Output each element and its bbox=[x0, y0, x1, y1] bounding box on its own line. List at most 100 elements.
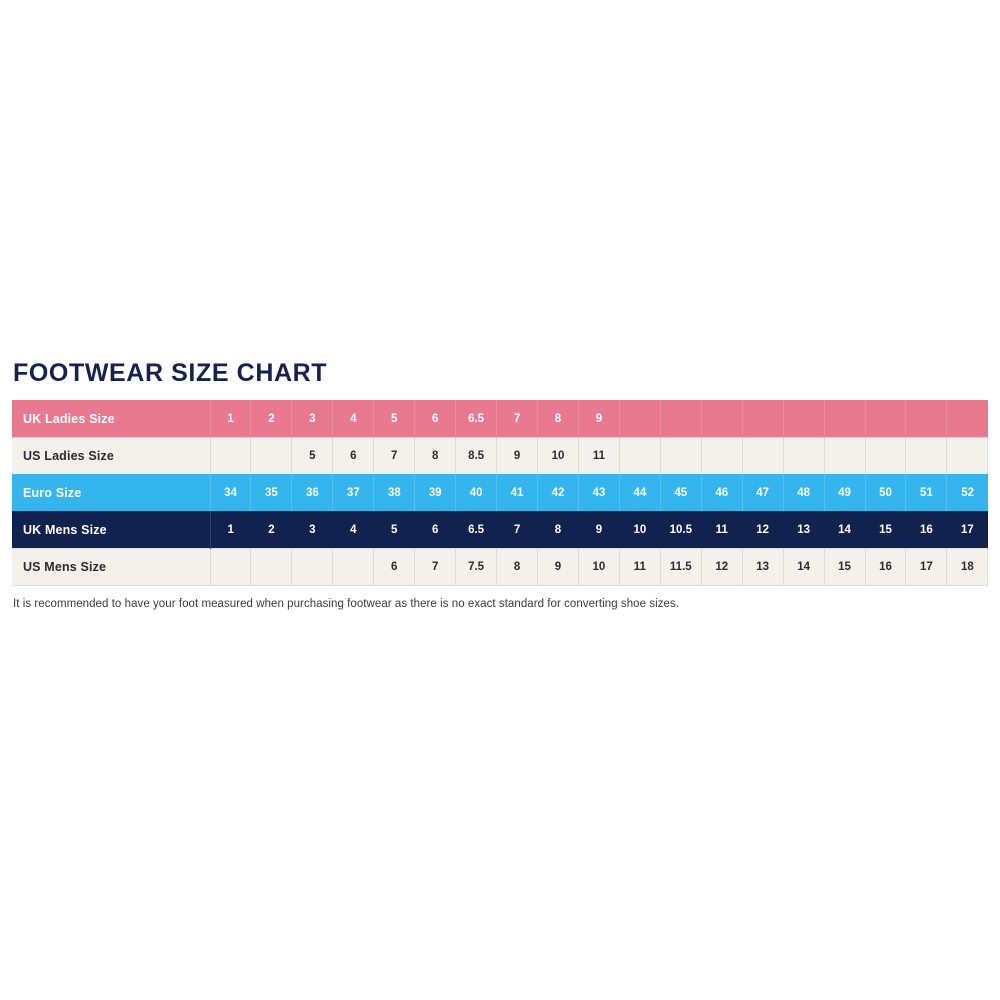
size-cell: 13 bbox=[783, 511, 825, 549]
size-cell: 12 bbox=[742, 511, 784, 549]
size-cell: 6.5 bbox=[455, 511, 497, 549]
size-cell bbox=[618, 400, 661, 438]
row-label-euro-size: Euro Size bbox=[12, 474, 211, 512]
size-cell: 8 bbox=[537, 511, 579, 549]
table-row: Euro Size 34 35 36 37 38 39 40 41 42 43 44 45 46 47 48 4… bbox=[12, 474, 988, 512]
size-cell: 3 bbox=[291, 400, 333, 438]
size-cell bbox=[864, 400, 906, 438]
size-cell: 9 bbox=[537, 547, 579, 586]
size-cell: 6 bbox=[332, 436, 374, 475]
size-cell: 46 bbox=[700, 474, 743, 512]
size-cell: 6 bbox=[414, 400, 456, 438]
row-label-uk-ladies-size: UK Ladies Size bbox=[12, 400, 211, 438]
size-cell: 13 bbox=[741, 547, 784, 586]
size-cell: 7.5 bbox=[455, 547, 497, 586]
size-cell: 47 bbox=[741, 474, 784, 512]
size-cell: 6 bbox=[414, 511, 456, 549]
size-cell bbox=[864, 436, 906, 475]
size-cell bbox=[905, 436, 947, 475]
table-row: US Mens Size 6 7 7.5 8 9 10 11 11.5 12 13 14 15 16 17 1… bbox=[12, 547, 989, 586]
size-cell: 10.5 bbox=[660, 511, 702, 549]
size-cell: 43 bbox=[577, 474, 620, 512]
size-cell: 6.5 bbox=[455, 400, 497, 438]
size-cell: 17 bbox=[905, 547, 947, 586]
size-cell: 11 bbox=[577, 436, 620, 475]
size-cell: 14 bbox=[782, 547, 825, 586]
page-title: FOOTWEAR SIZE CHART bbox=[13, 359, 328, 387]
size-cell: 2 bbox=[250, 511, 292, 549]
size-cell: 34 bbox=[209, 474, 251, 512]
size-cell bbox=[250, 436, 292, 475]
size-cell: 1 bbox=[210, 511, 251, 549]
size-cell: 7 bbox=[496, 400, 538, 438]
size-cell: 7 bbox=[373, 436, 415, 475]
size-cell: 15 bbox=[823, 547, 865, 586]
size-cell: 10 bbox=[537, 436, 579, 475]
size-conversion-table: UK Ladies Size 1 2 3 4 5 6 6.5 7 8 9 US Ladies Size… bbox=[12, 400, 989, 586]
size-cell bbox=[946, 436, 989, 475]
size-cell: 5 bbox=[373, 511, 415, 549]
size-cell: 51 bbox=[905, 474, 947, 512]
size-cell: 16 bbox=[864, 547, 906, 586]
size-cell bbox=[782, 400, 825, 438]
size-cell bbox=[659, 436, 702, 475]
size-cell: 11.5 bbox=[659, 547, 702, 586]
size-cell: 45 bbox=[659, 474, 702, 512]
size-cell: 8 bbox=[414, 436, 456, 475]
size-cell: 50 bbox=[864, 474, 906, 512]
size-cell bbox=[209, 547, 251, 586]
footnote-text: It is recommended to have your foot meas… bbox=[13, 597, 679, 610]
row-label-us-ladies-size: US Ladies Size bbox=[12, 436, 211, 475]
footwear-size-chart: FOOTWEAR SIZE CHART UK Ladies Size 1 2 3 4 5 6… bbox=[12, 359, 989, 624]
size-cell: 10 bbox=[577, 547, 620, 586]
size-cell: 1 bbox=[209, 400, 251, 438]
size-cell bbox=[659, 400, 702, 438]
size-cell: 39 bbox=[414, 474, 456, 512]
size-cell: 48 bbox=[782, 474, 825, 512]
size-cell bbox=[332, 547, 374, 586]
size-cell: 3 bbox=[291, 511, 333, 549]
size-cell: 8 bbox=[537, 400, 579, 438]
size-cell: 11 bbox=[618, 547, 661, 586]
size-cell: 5 bbox=[373, 400, 415, 438]
size-cell bbox=[700, 436, 743, 475]
size-cell bbox=[905, 400, 947, 438]
size-cell bbox=[700, 400, 743, 438]
size-cell: 7 bbox=[414, 547, 456, 586]
table-row: UK Mens Size 1 2 3 4 5 6 6.5 7 8 9 10 10.5 11 12 13 14 15… bbox=[12, 511, 988, 549]
size-cell: 14 bbox=[824, 511, 865, 549]
size-cell: 7 bbox=[496, 511, 538, 549]
size-cell bbox=[741, 400, 784, 438]
size-cell: 16 bbox=[905, 511, 947, 549]
size-cell: 37 bbox=[332, 474, 374, 512]
row-label-us-mens-size: US Mens Size bbox=[12, 547, 211, 586]
size-cell: 6 bbox=[373, 547, 415, 586]
size-cell: 15 bbox=[865, 511, 906, 549]
size-cell: 11 bbox=[701, 511, 743, 549]
size-cell: 9 bbox=[577, 400, 620, 438]
size-cell bbox=[782, 436, 825, 475]
table-row: US Ladies Size 5 6 7 8 8.5 9 10 11 bbox=[12, 436, 989, 475]
size-cell bbox=[823, 436, 865, 475]
size-cell: 36 bbox=[291, 474, 333, 512]
size-cell: 49 bbox=[823, 474, 865, 512]
size-cell bbox=[209, 436, 251, 475]
table-row: UK Ladies Size 1 2 3 4 5 6 6.5 7 8 9 bbox=[12, 400, 988, 438]
size-cell bbox=[618, 436, 661, 475]
size-cell bbox=[946, 400, 988, 438]
size-cell: 8 bbox=[496, 547, 538, 586]
size-cell: 9 bbox=[496, 436, 538, 475]
size-cell: 40 bbox=[455, 474, 497, 512]
size-cell: 44 bbox=[618, 474, 661, 512]
size-cell: 10 bbox=[619, 511, 661, 549]
size-cell: 5 bbox=[291, 436, 333, 475]
size-cell: 52 bbox=[946, 474, 988, 512]
size-cell: 2 bbox=[250, 400, 292, 438]
size-cell: 4 bbox=[332, 400, 374, 438]
size-cell: 12 bbox=[700, 547, 743, 586]
size-cell bbox=[291, 547, 333, 586]
size-cell: 38 bbox=[373, 474, 415, 512]
row-label-uk-mens-size: UK Mens Size bbox=[12, 511, 211, 549]
size-cell: 42 bbox=[537, 474, 579, 512]
size-cell: 18 bbox=[946, 547, 989, 586]
